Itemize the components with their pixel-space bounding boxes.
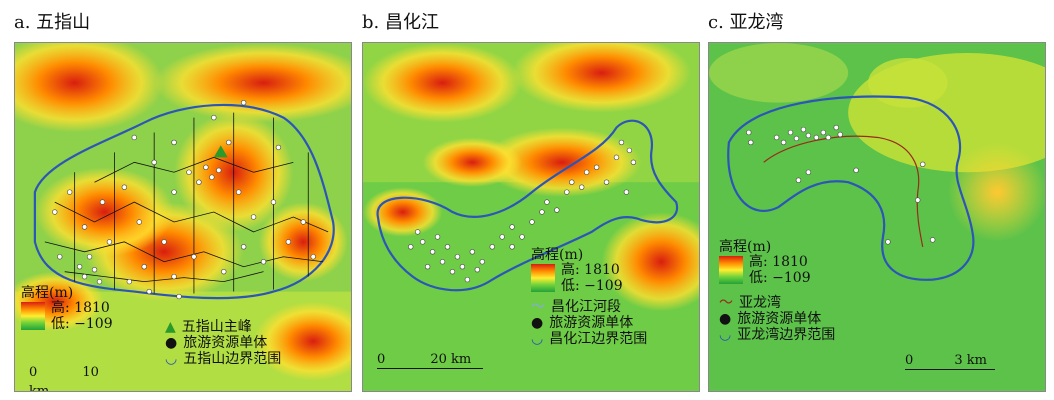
boundary-icon: ◡	[165, 351, 178, 367]
tourism-points	[746, 124, 936, 245]
legend-elevation-title: 高程(m)	[719, 239, 772, 255]
legend-high: 高: 1810	[51, 300, 110, 316]
river-icon: 〜	[719, 295, 733, 311]
legend-low: 低: −109	[51, 316, 113, 332]
tourism-points	[408, 139, 637, 283]
point-icon: ●	[165, 335, 178, 351]
changhua-boundary	[376, 119, 679, 292]
legend-c: 高程(m) 高: 1810 低: −109 〜亚龙湾 ● 旅游资源单体 ◡ 亚龙湾边…	[719, 239, 835, 343]
panel-b-title: b. 昌化江	[362, 12, 439, 33]
scale-dist: 20 km	[430, 352, 472, 367]
panel-a-title: a. 五指山	[14, 12, 91, 33]
wuzhishan-map-svg	[15, 43, 351, 391]
legend-high: 高: 1810	[749, 254, 808, 270]
legend-elevation-title: 高程(m)	[21, 285, 74, 301]
legend-high: 高: 1810	[561, 262, 620, 278]
scalebar-b: 0 20 km	[377, 348, 483, 369]
peak-marker	[213, 145, 228, 158]
point-icon: ●	[719, 311, 732, 327]
scale-zero: 0	[29, 365, 38, 380]
map-panel-wuzhishan: 高程(m) 高: 1810 低: −109 ▲ 五指山主峰 ● 旅游资源单体 ◡ 五指…	[14, 42, 352, 392]
tourism-points	[52, 99, 316, 300]
point-icon: ●	[531, 315, 544, 331]
elevation-gradient-swatch	[719, 256, 743, 284]
scalebar-c: 0 3 km	[905, 349, 995, 370]
river-icon: 〜	[531, 299, 545, 315]
boundary-icon: ◡	[531, 331, 544, 347]
legend-river: 亚龙湾	[739, 295, 781, 311]
legend-a: 高程(m) 高: 1810 低: −109	[21, 285, 113, 332]
elevation-gradient-swatch	[21, 302, 45, 330]
elevation-gradient-swatch	[531, 264, 555, 292]
yalongwan-map-svg	[709, 43, 1045, 391]
legend-elevation-title: 高程(m)	[531, 247, 584, 263]
legend-low: 低: −109	[561, 278, 623, 294]
yalongwan-boundary	[727, 95, 975, 281]
legend-boundary: 亚龙湾边界范围	[737, 327, 836, 343]
scale-zero: 0	[905, 353, 914, 368]
scalebar-a: 0 10 km	[29, 361, 121, 392]
legend-points: 旅游资源单体	[549, 315, 634, 331]
map-panel-yalongwan: 高程(m) 高: 1810 低: −109 〜亚龙湾 ● 旅游资源单体 ◡ 亚龙湾边…	[708, 42, 1046, 392]
legend-boundary: 昌化江边界范围	[549, 331, 648, 347]
voronoi-lines	[44, 112, 329, 294]
wuzhishan-boundary	[33, 103, 335, 300]
panel-c-title: c. 亚龙湾	[708, 12, 784, 33]
scale-zero: 0	[377, 352, 386, 367]
yalongwan-river	[763, 135, 924, 247]
legend-b: 高程(m) 高: 1810 低: −109 〜昌化江河段 ● 旅游资源单体 ◡ 昌化…	[531, 247, 647, 347]
legend-river: 昌化江河段	[551, 299, 621, 315]
boundary-icon: ◡	[719, 327, 732, 343]
peak-triangle-icon: ▲	[165, 319, 176, 335]
map-panel-changhuajiang: 高程(m) 高: 1810 低: −109 〜昌化江河段 ● 旅游资源单体 ◡ 昌化…	[362, 42, 700, 392]
legend-peak: 五指山主峰	[181, 319, 252, 335]
legend-points: 旅游资源单体	[183, 335, 268, 351]
scale-dist: 10 km	[29, 365, 99, 392]
legend-boundary: 五指山边界范围	[183, 351, 282, 367]
legend-low: 低: −109	[749, 270, 811, 286]
changhua-map-svg	[363, 43, 699, 391]
legend-a-symbols: ▲ 五指山主峰 ● 旅游资源单体 ◡ 五指山边界范围	[165, 319, 281, 367]
scale-dist: 3 km	[954, 353, 987, 368]
legend-points: 旅游资源单体	[737, 311, 822, 327]
